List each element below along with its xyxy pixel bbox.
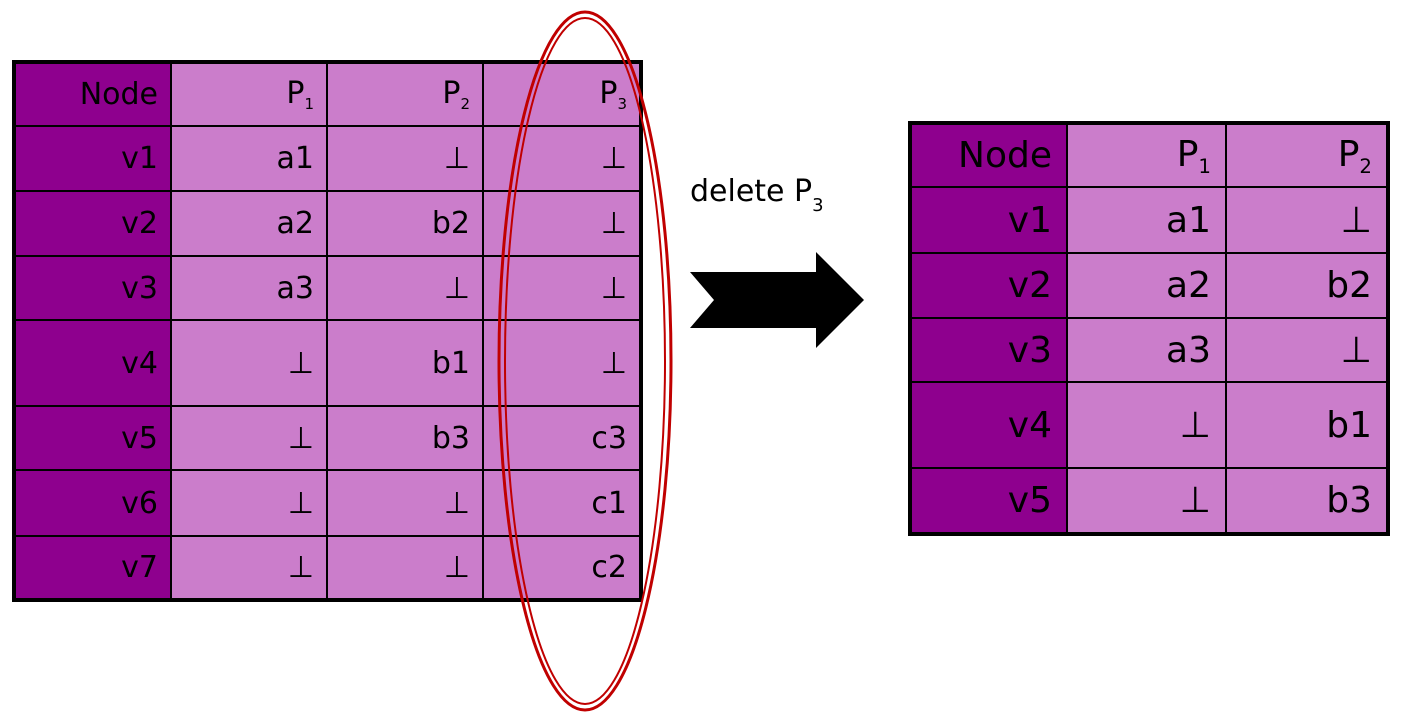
right-arrow-icon [690, 252, 864, 348]
value-cell: c3 [482, 405, 642, 471]
table-header-row: Node P1 P2 [909, 122, 1389, 188]
node-cell: v4 [13, 319, 172, 407]
node-cell: v7 [13, 535, 172, 601]
value-cell: ⊥ [170, 469, 328, 537]
node-cell: v5 [909, 467, 1068, 535]
node-column-header: Node [909, 122, 1068, 188]
delete-label-subscript: 3 [812, 195, 824, 216]
ellipse-highlight-icon [497, 10, 673, 712]
value-cell: ⊥ [326, 125, 484, 192]
value-cell: ⊥ [170, 535, 328, 601]
node-cell: v6 [13, 469, 172, 537]
node-cell: v4 [909, 381, 1068, 469]
value-cell: ⊥ [1225, 186, 1389, 254]
value-cell: ⊥ [482, 255, 642, 321]
value-cell: ⊥ [170, 319, 328, 407]
value-cell: a1 [170, 125, 328, 192]
node-cell: v1 [13, 125, 172, 192]
table-row: v5 ⊥ b3 c3 [13, 405, 642, 471]
value-cell: ⊥ [326, 535, 484, 601]
column-header-p1: P1 [170, 61, 328, 127]
value-cell: ⊥ [170, 405, 328, 471]
value-cell: ⊥ [326, 469, 484, 537]
value-cell: a3 [1066, 317, 1227, 383]
table-row: v1 a1 ⊥ [909, 186, 1389, 254]
node-column-header: Node [13, 61, 172, 127]
node-cell: v5 [13, 405, 172, 471]
table-row: v1 a1 ⊥ ⊥ [13, 125, 642, 192]
table-row: v4 ⊥ b1 [909, 381, 1389, 469]
node-cell: v1 [909, 186, 1068, 254]
value-cell: c2 [482, 535, 642, 601]
table-row: v3 a3 ⊥ ⊥ [13, 255, 642, 321]
column-header-base: P [1337, 133, 1360, 175]
result-table: Node P1 P2 v1 a1 ⊥ v2 a2 b2 v3 a3 ⊥ v4 ⊥… [908, 121, 1390, 536]
column-header-base: P [599, 76, 618, 111]
value-cell: ⊥ [482, 319, 642, 407]
column-header-subscript: 1 [1198, 154, 1211, 178]
value-cell: ⊥ [326, 255, 484, 321]
value-cell: ⊥ [1066, 467, 1227, 535]
delete-label-text: delete P [690, 174, 813, 209]
value-cell: b2 [326, 190, 484, 257]
value-cell: a2 [1066, 252, 1227, 319]
table-row: v4 ⊥ b1 ⊥ [13, 319, 642, 407]
delete-label: delete P3 [690, 174, 824, 216]
column-header-subscript: 1 [304, 95, 314, 113]
table-row: v7 ⊥ ⊥ c2 [13, 535, 642, 601]
table-row: v2 a2 b2 [909, 252, 1389, 319]
table-row: v5 ⊥ b3 [909, 467, 1389, 535]
value-cell: a3 [170, 255, 328, 321]
column-header-base: P [442, 76, 461, 111]
table-row: v2 a2 b2 ⊥ [13, 190, 642, 257]
value-cell: a1 [1066, 186, 1227, 254]
value-cell: b3 [326, 405, 484, 471]
value-cell: b2 [1225, 252, 1389, 319]
table-header-row: Node P1 P2 P3 [13, 61, 642, 127]
node-cell: v3 [13, 255, 172, 321]
column-header-p2: P2 [326, 61, 484, 127]
value-cell: ⊥ [1066, 381, 1227, 469]
column-header-subscript: 2 [460, 95, 470, 113]
node-cell: v3 [909, 317, 1068, 383]
value-cell: b3 [1225, 467, 1389, 535]
column-header-base: P [286, 76, 305, 111]
column-header-subscript: 2 [1359, 154, 1372, 178]
column-header-subscript: 3 [617, 95, 627, 113]
node-cell: v2 [909, 252, 1068, 319]
table-row: v3 a3 ⊥ [909, 317, 1389, 383]
value-cell: ⊥ [482, 125, 642, 192]
column-header-p1: P1 [1066, 122, 1227, 188]
column-header-p3: P3 [482, 61, 642, 127]
value-cell: b1 [326, 319, 484, 407]
source-table: Node P1 P2 P3 v1 a1 ⊥ ⊥ v2 a2 b2 ⊥ v3 a3… [12, 60, 643, 602]
value-cell: b1 [1225, 381, 1389, 469]
value-cell: a2 [170, 190, 328, 257]
value-cell: ⊥ [1225, 317, 1389, 383]
column-header-p2: P2 [1225, 122, 1389, 188]
node-cell: v2 [13, 190, 172, 257]
column-header-base: P [1176, 133, 1199, 175]
